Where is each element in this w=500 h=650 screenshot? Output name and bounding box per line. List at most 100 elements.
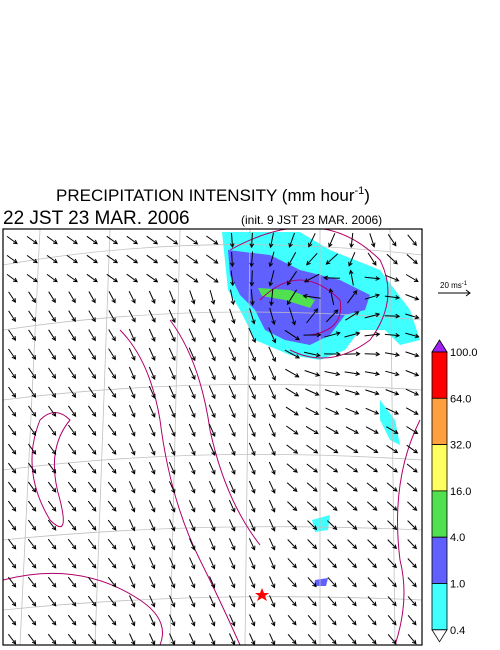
wind-arrow <box>168 309 176 324</box>
wind-arrow <box>8 576 17 588</box>
colorbar-band <box>431 351 448 399</box>
wind-arrow <box>305 425 319 435</box>
wind-arrow <box>249 633 256 645</box>
colorbar-bottom <box>431 629 448 643</box>
wind-arrow <box>7 481 17 493</box>
wind-arrow <box>248 423 256 438</box>
wind-arrow <box>129 538 136 551</box>
wind-arrow <box>209 614 216 627</box>
wind-arrow <box>107 405 117 418</box>
wind-arrow <box>68 310 76 323</box>
wind-arrow <box>286 289 298 306</box>
wind-arrow <box>347 558 357 569</box>
wind-arrow <box>188 461 196 475</box>
wind-arrow <box>87 614 97 626</box>
wind-arrow <box>168 385 176 399</box>
wind-arrow <box>188 404 196 419</box>
wind-arrow <box>67 614 77 626</box>
wind-arrow <box>367 614 377 626</box>
wind-arrow <box>149 576 156 589</box>
wind-arrow <box>86 235 98 245</box>
title-sup: -1 <box>355 185 365 197</box>
wind-arrow <box>168 328 176 343</box>
wind-arrow <box>208 461 216 475</box>
wind-arrow <box>405 332 420 339</box>
wind-arrow <box>88 310 96 323</box>
wind-arrow <box>28 367 37 379</box>
wind-arrow <box>346 482 358 492</box>
wind-arrow <box>248 327 256 344</box>
wind-arrow <box>406 482 418 492</box>
wind-arrow <box>149 633 156 645</box>
wind-arrow <box>47 614 57 626</box>
wind-arrow <box>387 234 397 247</box>
wind-arrow <box>28 291 36 304</box>
wind-arrow <box>169 557 176 570</box>
wind-arrow <box>8 329 17 341</box>
reference-label-main: 20 ms <box>440 281 462 290</box>
wind-arrow <box>28 614 37 626</box>
wind-arrow <box>68 348 76 361</box>
wind-arrow <box>307 633 317 645</box>
wind-arrow <box>386 426 399 434</box>
wind-arrow <box>287 251 297 267</box>
wind-arrow <box>47 519 57 531</box>
wind-arrow <box>8 633 17 645</box>
wind-arrow <box>384 352 401 357</box>
wind-arrow <box>407 633 417 645</box>
wind-arrow <box>269 307 276 326</box>
wind-arrow <box>268 518 276 532</box>
wind-arrow <box>307 596 317 607</box>
wind-arrow <box>326 501 338 512</box>
wind-arrow <box>166 273 179 283</box>
wind-arrow <box>208 366 216 381</box>
wind-arrow <box>286 482 298 492</box>
wind-arrow <box>347 596 357 607</box>
wind-arrow <box>306 482 318 492</box>
wind-arrow <box>366 501 378 511</box>
wind-arrow <box>208 404 216 419</box>
wind-arrow <box>67 424 77 436</box>
wind-arrow <box>7 500 17 512</box>
wind-arrow <box>128 310 136 323</box>
wind-arrow <box>367 633 377 645</box>
wind-arrow <box>46 254 58 264</box>
wind-arrow <box>206 235 219 245</box>
wind-arrow <box>303 332 322 338</box>
colorbar-label: 1.0 <box>450 579 465 591</box>
wind-arrow <box>189 614 196 627</box>
wind-arrow <box>364 371 381 376</box>
wind-arrow <box>228 385 236 400</box>
wind-arrow <box>325 253 338 265</box>
colorbar-label: 4.0 <box>450 532 465 544</box>
wind-arrow <box>188 519 196 532</box>
wind-arrow <box>208 480 216 494</box>
wind-arrow <box>107 557 117 569</box>
colorbar: 100.0 64.0 32.0 16.0 4.0 1.0 0.4 <box>431 339 478 643</box>
wind-arrow <box>387 633 397 645</box>
wind-arrow <box>169 538 176 551</box>
wind-arrow <box>386 463 398 473</box>
wind-arrow <box>344 351 361 357</box>
wind-arrow <box>268 251 275 268</box>
wind-arrow <box>324 331 341 338</box>
wind-arrow <box>208 385 216 400</box>
wind-arrow <box>405 294 420 301</box>
wind-arrow <box>365 426 379 434</box>
wind-arrow <box>387 577 397 588</box>
wind-arrow <box>407 614 417 626</box>
wind-arrow <box>87 595 97 607</box>
wind-arrow <box>308 233 316 248</box>
wind-arrow <box>268 423 276 438</box>
wind-arrow <box>8 386 17 398</box>
wind-arrow <box>385 407 400 415</box>
wind-arrow <box>302 293 321 299</box>
wind-arrow <box>347 539 358 550</box>
wind-arrow <box>269 557 276 570</box>
wind-arrow <box>107 500 117 512</box>
wind-arrow <box>287 501 298 512</box>
colorbar-band <box>431 536 448 584</box>
wind-arrow <box>27 538 37 550</box>
wind-arrow <box>407 539 418 550</box>
